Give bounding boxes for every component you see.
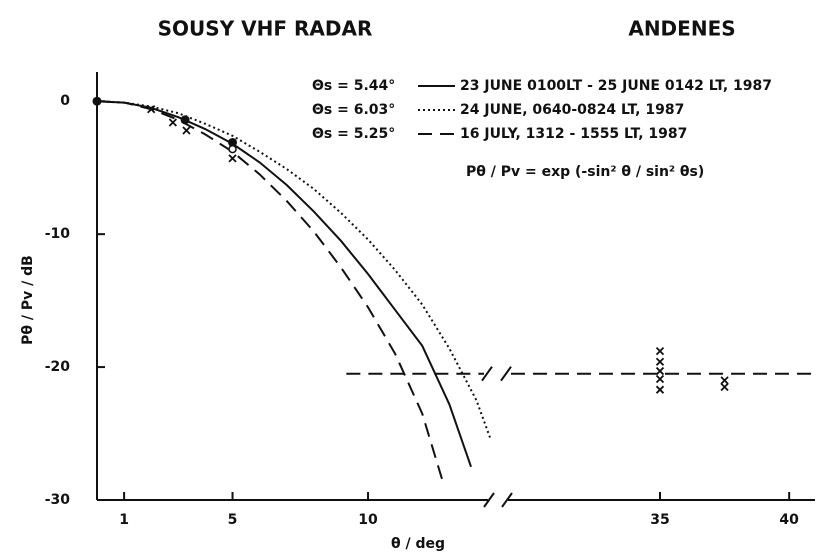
series-line: [96, 100, 472, 468]
data-point: [655, 357, 665, 366]
chart-subtitle: ANDENES: [628, 17, 735, 41]
y-tick-label: -10: [45, 226, 71, 242]
data-point: [720, 382, 729, 392]
legend-label: 16 JULY, 1312 - 1555 LT, 1987: [460, 126, 687, 142]
axis-break: [501, 492, 513, 508]
legend-name: Θs = 6.03°: [312, 102, 395, 118]
data-point: [92, 96, 102, 106]
data-point: [655, 346, 665, 356]
data-point: [180, 115, 190, 125]
legend-name: Θs = 5.44°: [312, 78, 395, 94]
x-axis-label: θ / deg: [391, 536, 445, 552]
x-tick-label: 1: [119, 512, 129, 528]
data-point: [182, 126, 191, 135]
legend-name: Θs = 5.25°: [312, 126, 395, 142]
x-tick-label: 40: [779, 512, 799, 528]
axis-break: [481, 366, 512, 382]
x-tick-label: 5: [228, 512, 238, 528]
y-tick-label: -30: [45, 492, 71, 508]
legend-label: 24 JUNE, 0640-0824 LT, 1987: [460, 102, 684, 118]
data-point: [655, 385, 665, 394]
data-point: [228, 137, 238, 147]
data-point: [228, 144, 237, 154]
formula: Pθ / Pv = exp (-sin² θ / sin² θs): [466, 164, 704, 180]
axis-break: [483, 492, 495, 508]
y-tick-label: 0: [60, 93, 70, 109]
legend-label: 23 JUNE 0100LT - 25 JUNE 0142 LT, 1987: [460, 78, 772, 94]
data-point: [655, 374, 665, 384]
data-point: [168, 118, 178, 127]
axes: [96, 72, 815, 508]
data-point: [228, 154, 237, 163]
data-point: [655, 366, 665, 376]
x-tick-label: 35: [650, 512, 669, 528]
data-point: [720, 376, 729, 385]
series-line: [96, 100, 445, 486]
x-tick-label: 10: [358, 512, 378, 528]
chart-title: SOUSY VHF RADAR: [158, 17, 373, 41]
series-line: [96, 100, 491, 438]
data-point: [147, 105, 156, 114]
y-axis-label: Pθ / Pv / dB: [20, 255, 36, 345]
y-tick-label: -20: [45, 359, 71, 375]
